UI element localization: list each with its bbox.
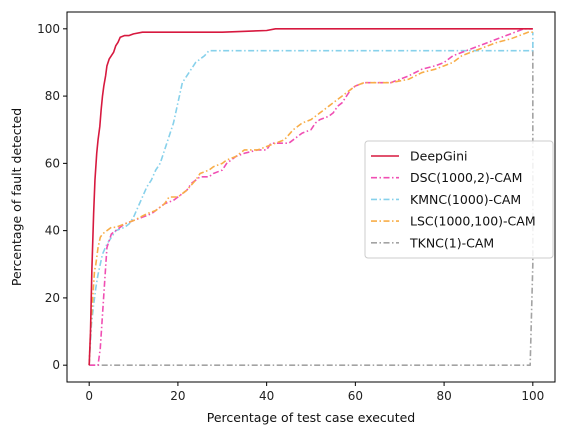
legend: DeepGini DSC(1000,2)-CAM KMNC(1000)-CAM LSC… [364,140,554,259]
y-tick-label: 40 [45,224,60,238]
y-axis-label: Percentage of fault detected [9,108,24,286]
y-tick-label: 100 [37,22,60,36]
y-tick-label: 80 [45,89,60,103]
x-tick-label: 60 [348,389,363,403]
series-line-0 [88,28,533,366]
legend-label: LSC(1000,100)-CAM [410,214,536,229]
x-tick-label: 100 [521,389,544,403]
series-line-3 [88,31,533,366]
x-axis: 0 20 40 60 80 100 [85,382,544,403]
axes-frame [66,11,556,383]
series-line-1 [89,28,533,366]
x-axis-label: Percentage of test case executed [207,410,416,425]
y-tick-label: 0 [52,358,60,372]
x-tick-label: 20 [170,389,185,403]
y-tick-label: 60 [45,156,60,170]
x-tick-label: 80 [436,389,451,403]
legend-box [364,140,554,259]
series-line-2 [88,32,534,366]
x-tick-label: 40 [259,389,274,403]
y-axis: 0 20 40 60 80 100 [37,22,67,372]
legend-label: KMNC(1000)-CAM [410,192,521,207]
legend-label: DeepGini [410,149,468,164]
x-tick-label: 0 [85,389,93,403]
legend-label: TKNC(1)-CAM [409,235,494,250]
legend-label: DSC(1000,2)-CAM [410,170,522,185]
y-tick-label: 20 [45,291,60,305]
